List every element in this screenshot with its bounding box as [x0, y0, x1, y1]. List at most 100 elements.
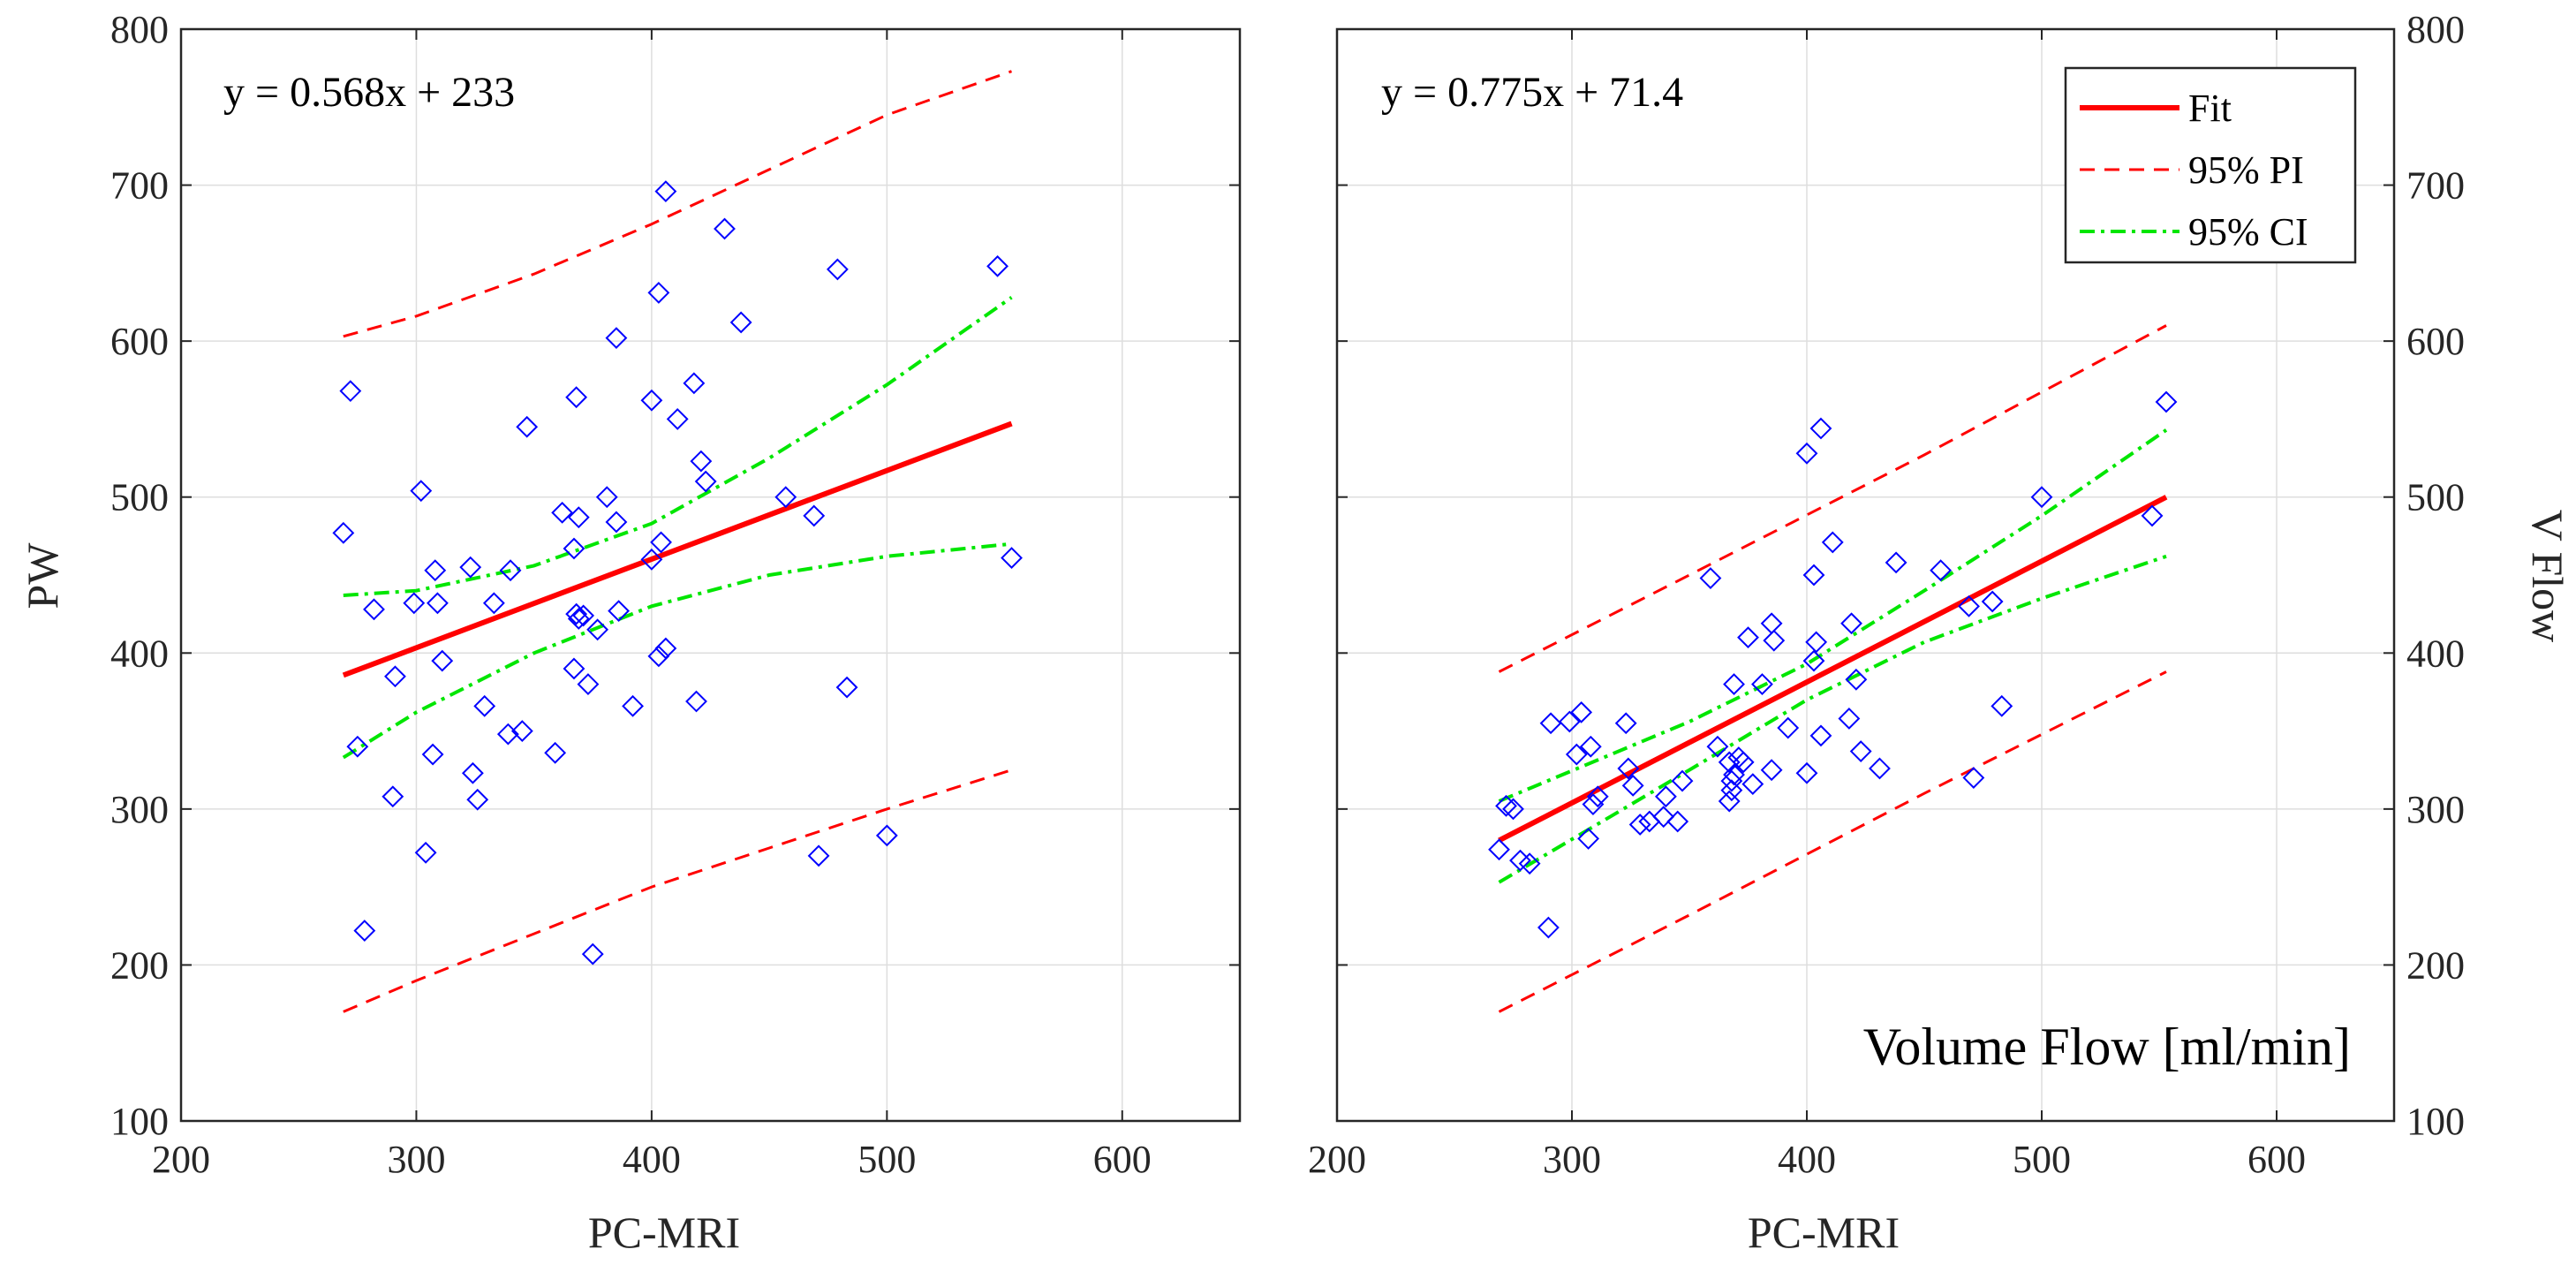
data-point [1582, 793, 1605, 815]
data-point [2141, 504, 2164, 527]
data-point [1617, 757, 1640, 780]
data-point [346, 735, 369, 758]
data-point [605, 327, 628, 350]
data-point [1723, 673, 1745, 696]
data-point [572, 604, 595, 627]
data-point [1930, 559, 1953, 582]
data-point [482, 592, 505, 615]
data-point [650, 531, 672, 554]
x-tick-label: 300 [387, 1138, 445, 1181]
data-point [1838, 708, 1861, 730]
data-point [427, 592, 449, 615]
left-chart-panel: 200 300 400 500 600100200300400500600700800 … [18, 8, 1242, 1257]
right-overlay-title: Volume Flow [ml/min] [1863, 1018, 2351, 1076]
pi-lower-line [343, 768, 1012, 1013]
data-point [1495, 794, 1517, 817]
data-point [1621, 774, 1644, 797]
data-point [1763, 629, 1786, 652]
data-point [1809, 417, 1832, 440]
data-point [1760, 612, 1783, 635]
data-point [1885, 551, 1907, 574]
pi-lower-line [1498, 670, 2167, 1013]
data-point [551, 501, 574, 524]
data-point [1840, 612, 1862, 635]
data-point [1565, 743, 1588, 766]
data-point [595, 486, 618, 509]
x-tick-label: 600 [2247, 1138, 2306, 1181]
data-point [410, 480, 433, 503]
y-tick-label: 700 [110, 164, 169, 208]
data-point [666, 408, 689, 430]
data-point [510, 720, 533, 742]
legend: Fit 95% PI 95% CI [2064, 66, 2357, 264]
data-point [563, 537, 585, 560]
right-series [1498, 324, 2168, 1013]
data-point [1958, 594, 1980, 617]
right-scatter-points [1488, 390, 2178, 939]
data-point [640, 389, 663, 412]
data-point [363, 598, 385, 621]
ci-lower-line [342, 541, 1012, 760]
data-point [496, 723, 519, 746]
data-point [683, 372, 706, 395]
data-point [1845, 668, 1868, 691]
data-point [384, 665, 406, 688]
left-y-axis-label: PW [18, 542, 67, 610]
data-point [461, 761, 484, 784]
data-point [1502, 798, 1524, 821]
x-tick-label: 400 [623, 1138, 681, 1181]
data-point [1577, 827, 1600, 850]
data-point [565, 386, 588, 409]
data-point [875, 824, 898, 847]
right-chart-panel: 200 300 400 500 600100200300400500600700800 … [1308, 8, 2572, 1257]
data-point [1991, 694, 2013, 717]
y-tick-label: 600 [2406, 320, 2465, 363]
data-point [567, 506, 590, 529]
data-point [1652, 806, 1675, 829]
data-point [1821, 531, 1844, 554]
fit-line [342, 420, 1013, 678]
data-point [1720, 779, 1743, 802]
data-point [1809, 724, 1832, 747]
y-tick-label: 200 [2406, 943, 2465, 987]
data-point [807, 844, 830, 867]
data-point [1671, 769, 1694, 792]
x-tick-label: 300 [1543, 1138, 1601, 1181]
y-tick-label: 100 [110, 1100, 169, 1143]
x-tick-label: 200 [152, 1138, 210, 1181]
right-x-axis-label: PC-MRI [1748, 1208, 1900, 1257]
x-tick-label: 500 [857, 1138, 916, 1181]
y-tick-label: 200 [110, 943, 169, 987]
data-point [1795, 442, 1818, 465]
data-point [1570, 700, 1593, 723]
legend-label-ci: 95% CI [2188, 210, 2308, 254]
data-point [499, 559, 522, 582]
data-point [567, 608, 590, 630]
data-point [353, 920, 376, 942]
data-point [1962, 767, 1985, 789]
data-point [516, 415, 539, 438]
data-point [1614, 712, 1637, 735]
data-point [466, 788, 489, 811]
data-point [1805, 631, 1828, 654]
left-series [342, 70, 1013, 1013]
data-point [803, 504, 826, 527]
data-point [690, 450, 713, 473]
y-tick-label: 100 [2406, 1100, 2465, 1143]
data-point [1699, 567, 1722, 589]
data-point [654, 180, 677, 203]
data-point [640, 548, 663, 571]
data-point [1539, 712, 1562, 735]
data-point [563, 657, 585, 680]
data-point [565, 602, 588, 625]
data-point [544, 741, 567, 764]
data-point [459, 556, 482, 579]
data-point [1737, 626, 1759, 649]
data-point [1628, 814, 1651, 836]
data-point [647, 645, 670, 668]
left-x-axis-label: PC-MRI [588, 1208, 740, 1257]
x-tick-label: 600 [1093, 1138, 1152, 1181]
y-tick-label: 800 [110, 8, 169, 51]
